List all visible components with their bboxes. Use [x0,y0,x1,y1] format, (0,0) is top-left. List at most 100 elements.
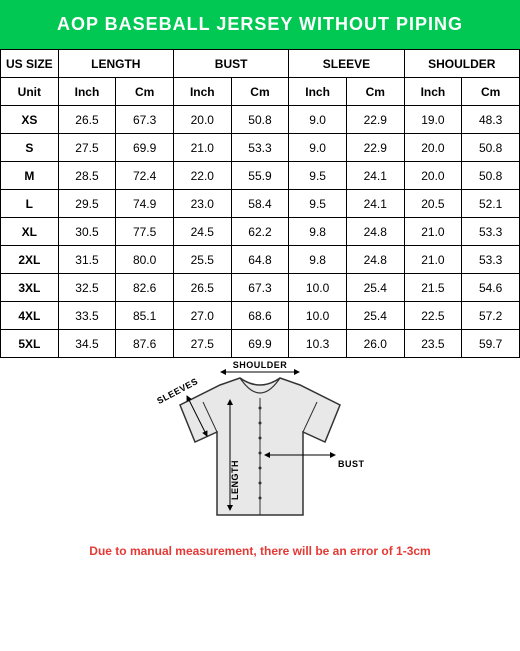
value-cell: 30.5 [58,218,116,246]
size-cell: XS [1,106,59,134]
value-cell: 87.6 [116,330,174,358]
value-cell: 22.9 [346,106,404,134]
unit-cell: Inch [173,78,231,106]
value-cell: 9.0 [289,106,347,134]
value-cell: 22.9 [346,134,404,162]
value-cell: 74.9 [116,190,174,218]
size-chart-container: AOP BASEBALL JERSEY WITHOUT PIPING US SI… [0,0,520,651]
table-row: M28.572.422.055.99.524.120.050.8 [1,162,520,190]
label-shoulder: SHOULDER [0,360,520,370]
size-cell: 2XL [1,246,59,274]
value-cell: 9.5 [289,190,347,218]
col-ussize: US SIZE [1,50,59,78]
size-table: US SIZE LENGTH BUST SLEEVE SHOULDER Unit… [0,49,520,358]
value-cell: 80.0 [116,246,174,274]
value-cell: 57.2 [462,302,520,330]
header-row-groups: US SIZE LENGTH BUST SLEEVE SHOULDER [1,50,520,78]
value-cell: 29.5 [58,190,116,218]
value-cell: 20.0 [404,162,462,190]
disclaimer-text: Due to manual measurement, there will be… [0,544,520,558]
value-cell: 24.1 [346,162,404,190]
table-row: 4XL33.585.127.068.610.025.422.557.2 [1,302,520,330]
unit-cell: Inch [58,78,116,106]
label-bust: BUST [338,459,365,469]
value-cell: 21.5 [404,274,462,302]
value-cell: 19.0 [404,106,462,134]
unit-cell: Cm [462,78,520,106]
size-cell: XL [1,218,59,246]
table-row: 2XL31.580.025.564.89.824.821.053.3 [1,246,520,274]
size-cell: 4XL [1,302,59,330]
value-cell: 20.0 [173,106,231,134]
value-cell: 25.4 [346,302,404,330]
value-cell: 24.1 [346,190,404,218]
value-cell: 24.8 [346,218,404,246]
table-wrap: US SIZE LENGTH BUST SLEEVE SHOULDER Unit… [0,49,520,358]
value-cell: 27.0 [173,302,231,330]
col-sleeve: SLEEVE [289,50,404,78]
table-row: XL30.577.524.562.29.824.821.053.3 [1,218,520,246]
unit-cell: Cm [346,78,404,106]
value-cell: 50.8 [462,162,520,190]
table-row: 5XL34.587.627.569.910.326.023.559.7 [1,330,520,358]
value-cell: 53.3 [231,134,289,162]
value-cell: 22.0 [173,162,231,190]
value-cell: 10.0 [289,302,347,330]
value-cell: 67.3 [231,274,289,302]
table-row: L29.574.923.058.49.524.120.552.1 [1,190,520,218]
value-cell: 25.4 [346,274,404,302]
value-cell: 59.7 [462,330,520,358]
value-cell: 24.8 [346,246,404,274]
table-row: XS26.567.320.050.89.022.919.048.3 [1,106,520,134]
col-bust: BUST [173,50,288,78]
value-cell: 23.5 [404,330,462,358]
value-cell: 10.3 [289,330,347,358]
jersey-diagram: SHOULDER SLEEVES BUST [0,360,520,540]
value-cell: 54.6 [462,274,520,302]
value-cell: 50.8 [231,106,289,134]
table-row: 3XL32.582.626.567.310.025.421.554.6 [1,274,520,302]
value-cell: 10.0 [289,274,347,302]
value-cell: 27.5 [58,134,116,162]
value-cell: 9.8 [289,246,347,274]
value-cell: 27.5 [173,330,231,358]
value-cell: 21.0 [173,134,231,162]
shirt-shape [180,378,340,515]
value-cell: 85.1 [116,302,174,330]
value-cell: 53.3 [462,246,520,274]
value-cell: 21.0 [404,246,462,274]
table-body: XS26.567.320.050.89.022.919.048.3S27.569… [1,106,520,358]
value-cell: 69.9 [116,134,174,162]
size-cell: 3XL [1,274,59,302]
label-length: LENGTH [230,460,240,500]
col-length: LENGTH [58,50,173,78]
value-cell: 23.0 [173,190,231,218]
value-cell: 82.6 [116,274,174,302]
unit-head: Unit [1,78,59,106]
value-cell: 26.5 [58,106,116,134]
header-row-units: Unit Inch Cm Inch Cm Inch Cm Inch Cm [1,78,520,106]
unit-cell: Cm [231,78,289,106]
value-cell: 62.2 [231,218,289,246]
value-cell: 53.3 [462,218,520,246]
value-cell: 26.0 [346,330,404,358]
chart-title: AOP BASEBALL JERSEY WITHOUT PIPING [0,0,520,49]
value-cell: 72.4 [116,162,174,190]
value-cell: 9.5 [289,162,347,190]
value-cell: 32.5 [58,274,116,302]
value-cell: 22.5 [404,302,462,330]
value-cell: 69.9 [231,330,289,358]
size-cell: S [1,134,59,162]
value-cell: 9.8 [289,218,347,246]
value-cell: 33.5 [58,302,116,330]
col-shoulder: SHOULDER [404,50,519,78]
value-cell: 24.5 [173,218,231,246]
value-cell: 25.5 [173,246,231,274]
value-cell: 20.5 [404,190,462,218]
value-cell: 77.5 [116,218,174,246]
value-cell: 55.9 [231,162,289,190]
size-cell: L [1,190,59,218]
value-cell: 68.6 [231,302,289,330]
value-cell: 21.0 [404,218,462,246]
table-row: S27.569.921.053.39.022.920.050.8 [1,134,520,162]
